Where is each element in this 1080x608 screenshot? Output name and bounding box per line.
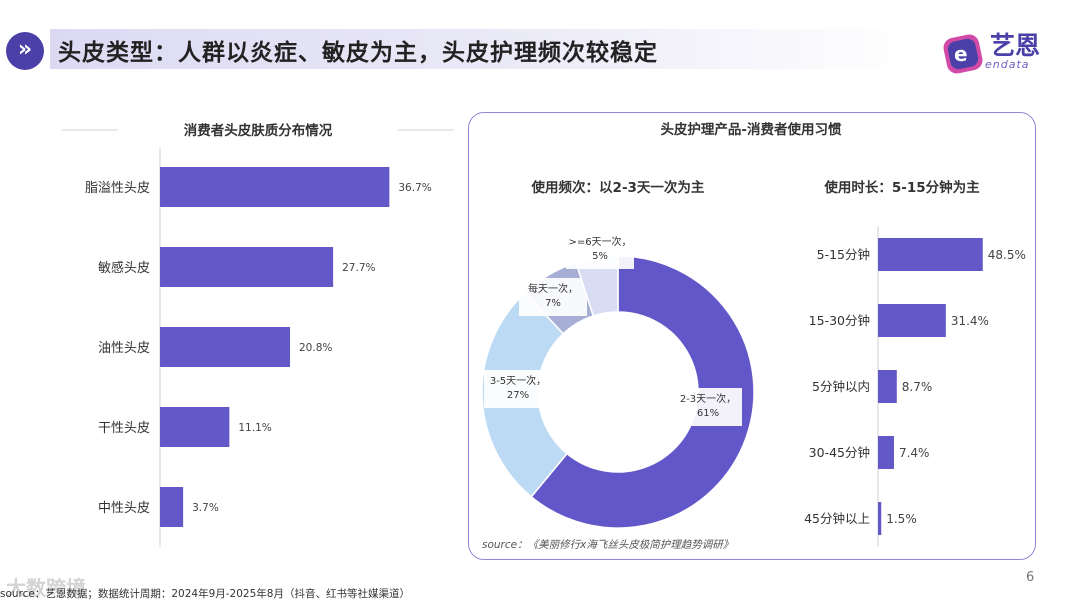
usage-habits-charts: 头皮护理产品-消费者使用习惯 使用频次：以2-3天一次为主 使用时长：5-15分… <box>481 121 1026 551</box>
chart-title: 消费者头皮肤质分布情况 <box>184 122 333 139</box>
watermark: 大数跨境 <box>6 576 86 600</box>
category-label: 5分钟以内 <box>812 379 870 394</box>
data-label: 27.7% <box>342 262 375 274</box>
category-label: 15-30分钟 <box>809 313 870 328</box>
logo-sub: endata <box>985 58 1030 71</box>
slice-label-box <box>519 278 587 316</box>
bar <box>160 327 290 367</box>
footer-source: source：艺恩数据；数据统计周期：2024年9月-2025年8月（抖音、红书… <box>0 588 410 600</box>
duration-title: 使用时长：5-15分钟为主 <box>823 179 980 196</box>
frequency-title: 使用频次：以2-3天一次为主 <box>531 179 705 196</box>
bar <box>878 304 946 337</box>
data-label: 7.4% <box>899 446 930 460</box>
bar <box>878 238 983 271</box>
header-band <box>50 29 910 69</box>
data-label: 8.7% <box>902 380 933 394</box>
page-number: 6 <box>1026 570 1035 585</box>
bar <box>878 502 882 535</box>
bar <box>160 487 184 527</box>
category-label: 敏感头皮 <box>98 260 150 276</box>
data-label: 1.5% <box>886 512 917 526</box>
slice-name-label: 2-3天一次， <box>680 392 736 405</box>
category-label: 脂溢性头皮 <box>85 181 150 196</box>
slice-value-label: 7% <box>545 298 561 309</box>
slice-value-label: 27% <box>507 390 529 401</box>
category-label: 油性头皮 <box>98 341 150 356</box>
donut-slice <box>530 255 755 529</box>
chevron-right-icon: » <box>6 32 44 70</box>
data-label: 11.1% <box>238 422 271 434</box>
data-label: 3.7% <box>192 502 219 514</box>
slice-label-box <box>566 231 634 269</box>
data-label: 20.8% <box>299 342 332 354</box>
bar <box>160 407 230 447</box>
endata-logo: e <box>943 34 983 74</box>
category-label: 干性头皮 <box>98 421 150 436</box>
panel-title: 头皮护理产品-消费者使用习惯 <box>660 121 842 138</box>
category-label: 45分钟以上 <box>804 511 870 526</box>
slice-value-label: 61% <box>697 408 719 419</box>
data-label: 48.5% <box>988 248 1026 262</box>
svg-text:e: e <box>954 42 968 66</box>
bar <box>160 247 334 287</box>
category-label: 5-15分钟 <box>817 247 870 262</box>
slice-name-label: 3-5天一次， <box>490 374 546 387</box>
category-label: 中性头皮 <box>98 501 150 516</box>
slice-name-label: >=6天一次， <box>568 235 631 248</box>
slice-label-box <box>674 388 742 426</box>
slice-value-label: 5% <box>592 251 608 262</box>
logo-name: 艺恩 <box>990 31 1041 60</box>
data-label: 36.7% <box>398 182 431 194</box>
bar <box>878 436 894 469</box>
category-label: 30-45分钟 <box>809 445 870 460</box>
habits-panel <box>468 112 1036 560</box>
bar <box>878 370 897 403</box>
page-title: 头皮类型：人群以炎症、敏皮为主，头皮护理频次较稳定 <box>58 40 658 66</box>
slice-label-box <box>484 370 552 408</box>
bar <box>160 167 390 207</box>
skin-type-bar-chart: 消费者头皮肤质分布情况 脂溢性头皮 36.7% 敏感头皮 27.7% 油性头皮 20.8%… <box>62 122 454 547</box>
source-note: source：《美丽修行x海飞丝头皮极简护理趋势调研》 <box>482 539 733 551</box>
data-label: 31.4% <box>951 314 989 328</box>
slice-name-label: 每天一次， <box>528 282 578 295</box>
